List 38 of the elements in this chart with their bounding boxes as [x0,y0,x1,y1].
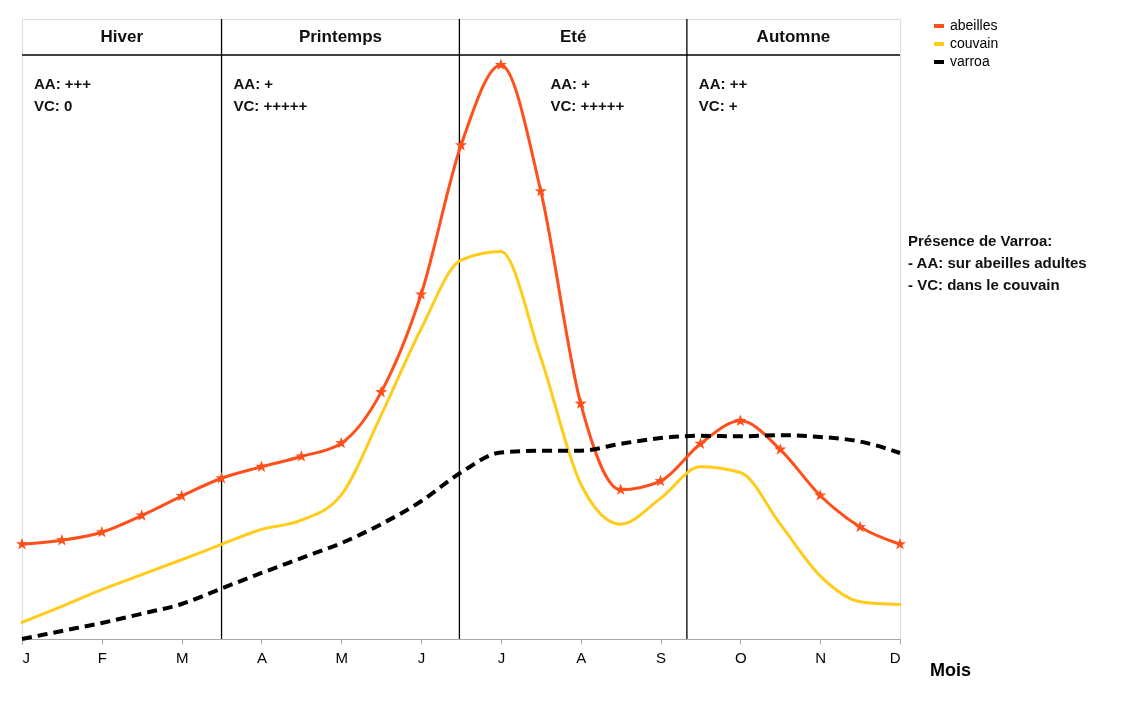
text: Automne [756,27,831,46]
text: Eté [559,27,587,46]
x-tick-label: J [22,648,30,666]
annotation: AA: ++ VC: + [698,75,748,114]
annotation: AA: +++ VC: 0 [33,75,92,114]
x-tick-label: J [417,648,426,666]
point [774,443,787,455]
legend-label: couvain [950,35,999,51]
x-tick-label: D [889,648,901,666]
legend-label: varroa [950,53,990,69]
x-tick-label: M [175,648,189,666]
point [494,58,507,71]
annotation: AA: + VC: +++++ [550,75,625,114]
point [814,489,827,501]
x-tick-label: O [735,648,747,666]
x-tick-label: S [656,648,667,666]
x-tick-label: A [256,648,267,666]
text: Présence de Varroa: - AA: sur abeilles adultes - VC: dans le couvain [908,232,1087,293]
point [15,537,29,550]
x-tick-label: M [335,648,349,666]
point [415,288,428,300]
x-tick-label: F [97,648,107,666]
point [454,138,468,151]
point [375,385,388,398]
annotation: AA: + VC: +++++ [233,75,308,114]
point [654,474,667,487]
point [734,414,747,426]
point [335,436,348,449]
point [534,184,547,197]
text: Hiver [100,27,144,46]
x-axis-title: Mois [929,659,972,680]
x-tick-label: N [815,648,827,666]
x-tick-label: A [576,648,587,666]
x-tick-label: J [497,648,506,666]
point [854,520,867,533]
point [694,437,707,449]
text: Printemps [298,27,383,46]
legend-label: abeilles [950,17,998,33]
